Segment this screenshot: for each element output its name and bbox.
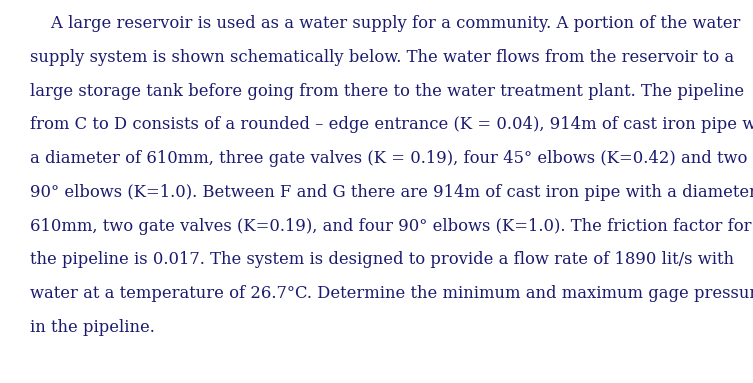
Text: from C to D consists of a rounded – edge entrance (K = 0.04), 914m of cast iron : from C to D consists of a rounded – edge… [30,116,753,133]
Text: supply system is shown schematically below. The water flows from the reservoir t: supply system is shown schematically bel… [30,49,734,66]
Text: a diameter of 610mm, three gate valves (K = 0.19), four 45° elbows (K=0.42) and : a diameter of 610mm, three gate valves (… [30,150,748,167]
Text: the pipeline is 0.017. The system is designed to provide a flow rate of 1890 lit: the pipeline is 0.017. The system is des… [30,251,734,268]
Text: A large reservoir is used as a water supply for a community. A portion of the wa: A large reservoir is used as a water sup… [30,15,740,32]
Text: 90° elbows (K=1.0). Between F and G there are 914m of cast iron pipe with a diam: 90° elbows (K=1.0). Between F and G ther… [30,184,753,201]
Text: in the pipeline.: in the pipeline. [30,319,155,336]
Text: large storage tank before going from there to the water treatment plant. The pip: large storage tank before going from the… [30,83,744,100]
Text: 610mm, two gate valves (K=0.19), and four 90° elbows (K=1.0). The friction facto: 610mm, two gate valves (K=0.19), and fou… [30,218,751,234]
Text: water at a temperature of 26.7°C. Determine the minimum and maximum gage pressur: water at a temperature of 26.7°C. Determ… [30,285,753,302]
